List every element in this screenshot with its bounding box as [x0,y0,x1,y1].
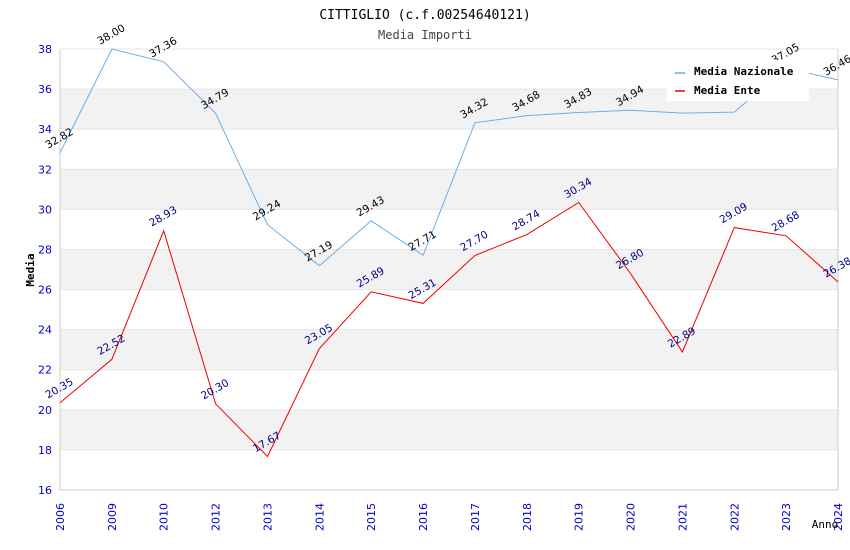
y-tick-label: 26 [38,284,52,297]
series-line-media-nazionale [59,48,839,267]
series-lines [59,48,839,458]
y-tick-label: 36 [38,83,52,96]
series-line-media-ente [59,201,839,458]
axes [59,49,839,491]
legend-box [667,60,809,101]
y-tick-label: 38 [38,43,52,56]
y-tick-label: 22 [38,364,52,377]
x-tick-label: 2006 [54,503,67,531]
x-tick-label: 2013 [261,503,274,531]
x-tick-label: 2015 [365,503,378,531]
x-tick-label: 2012 [210,503,223,531]
x-tick-label: 2016 [417,503,430,531]
x-tick-label: 2023 [780,503,793,531]
x-tick-label: 2021 [676,503,689,531]
grid-band [60,249,838,290]
grid-bands [60,48,838,491]
data-label: 28.74 [510,208,542,234]
y-tick-label: 16 [38,484,52,497]
legend-label-media-ente: Media Ente [694,84,761,97]
grid-band [60,329,838,370]
data-label: 20.30 [199,377,231,402]
legend-label-media-nazionale: Media Nazionale [694,65,794,78]
x-tick-label: 2019 [573,503,586,531]
y-tick-label: 28 [38,243,52,256]
grid-band [60,409,838,450]
y-tick-labels: 16 18 20 22 24 26 28 30 32 34 36 38 [38,43,52,497]
x-tick-label: 2020 [625,503,638,531]
x-tick-label: 2024 [832,503,845,531]
x-tick-label: 2010 [158,503,171,531]
x-tick-label: 2022 [728,503,741,531]
x-tick-label: 2017 [469,503,482,531]
y-tick-label: 32 [38,163,52,176]
y-tick-label: 18 [38,444,52,457]
legend: Media Nazionale Media Ente [667,60,809,101]
data-label: 38.00 [95,22,127,47]
x-tick-label: 2014 [313,503,326,531]
chart-subtitle: Media Importi [378,28,472,42]
y-tick-label: 30 [38,203,52,216]
data-label: 28.68 [770,209,802,234]
data-label: 36.46 [822,53,850,79]
y-tick-label: 20 [38,404,52,417]
x-tick-labels: 2006 2009 2010 2012 2013 2014 2015 2016 2017 2018… [54,503,845,531]
x-axis-label: Anno [812,518,839,531]
x-tick-label: 2009 [106,503,119,531]
data-label: 37.36 [147,35,179,61]
y-tick-label: 24 [38,324,52,337]
x-tick-label: 2018 [521,503,534,531]
chart-title: CITTIGLIO (c.f.00254640121) [319,8,530,23]
y-axis-label: Media [24,253,37,286]
y-tick-label: 34 [38,123,52,136]
